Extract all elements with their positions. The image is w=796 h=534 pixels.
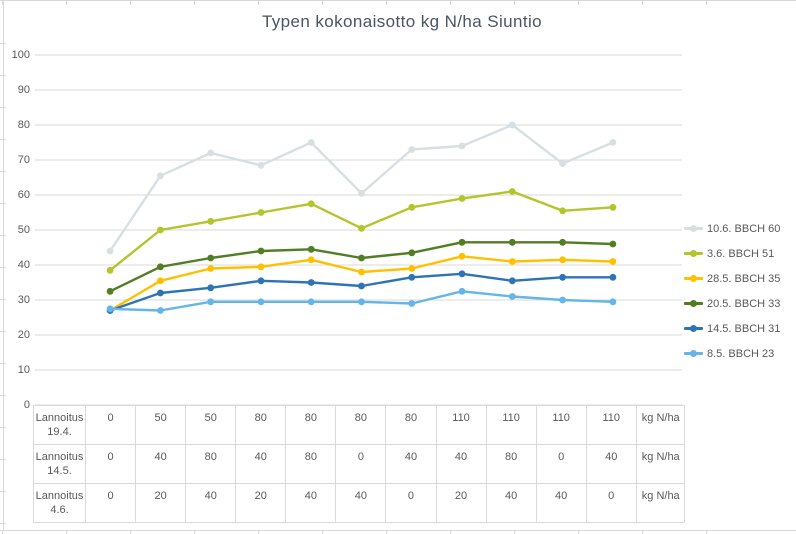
table-cell: 40: [435, 444, 487, 484]
table-cell: 0: [85, 444, 137, 484]
table-cell: 40: [135, 444, 187, 484]
y-tick-label: 70: [17, 154, 30, 166]
chart-title: Typen kokonaisotto kg N/ha Siuntio: [261, 12, 543, 31]
table-cell: 80: [385, 405, 437, 445]
y-tick-label: 10: [17, 364, 30, 376]
table-cell: 80: [235, 405, 287, 445]
unit-cell: kg N/ha: [635, 444, 686, 484]
legend-label: 14.5. BBCH 31: [707, 322, 781, 335]
table-cell: 0: [85, 405, 137, 445]
row-label: Lannoitus 19.4.: [32, 405, 87, 445]
legend-label: 10.6. BBCH 60: [707, 222, 781, 235]
unit-cell: kg N/ha: [635, 483, 686, 523]
table-cell: 50: [135, 405, 187, 445]
table-cell: 40: [485, 483, 537, 523]
y-axis-labels: 0 10 20 30 40 50 60 70 80 90 100: [0, 0, 30, 420]
y-tick-label: 50: [17, 224, 30, 236]
sheet-gridline-top: [0, 0, 796, 1]
legend-label: 20.5. BBCH 33: [707, 297, 781, 310]
table-cell: 40: [385, 444, 437, 484]
legend-marker-icon: [684, 325, 703, 332]
chart-legend: 10.6. BBCH 60 3.6. BBCH 51 28.5. BBCH 35 20…: [684, 216, 796, 366]
table-cell: 110: [535, 405, 587, 445]
table-cell: 40: [235, 444, 287, 484]
legend-label: 3.6. BBCH 51: [707, 247, 775, 260]
table-cell: 40: [285, 483, 337, 523]
y-tick-label: 0: [23, 399, 30, 411]
y-tick-label: 40: [17, 259, 30, 271]
y-tick-label: 100: [11, 49, 30, 61]
data-table: Lannoitus 19.4. 0 50 50 80 80 80 80 110 110 110 110 k…: [32, 405, 686, 523]
legend-entry[interactable]: 10.6. BBCH 60: [684, 216, 796, 241]
table-cell: 110: [485, 405, 537, 445]
legend-marker-icon: [684, 350, 703, 357]
table-cell: 80: [285, 405, 337, 445]
table-cell: 40: [585, 444, 637, 484]
table-cell: 110: [585, 405, 637, 445]
legend-entry[interactable]: 8.5. BBCH 23: [684, 341, 796, 366]
unit-cell: kg N/ha: [635, 405, 686, 445]
y-tick-label: 30: [17, 294, 30, 306]
table-cell: 20: [235, 483, 287, 523]
table-row: Lannoitus 19.4. 0 50 50 80 80 80 80 110 110 110 110 k…: [32, 405, 686, 445]
legend-marker-icon: [684, 275, 703, 282]
table-cell: 80: [485, 444, 537, 484]
table-cell: 0: [385, 483, 437, 523]
legend-marker-icon: [684, 250, 703, 257]
table-cell: 80: [185, 444, 237, 484]
table-cell: 110: [435, 405, 487, 445]
table-row: Lannoitus 4.6. 0 20 40 20 40 40 0 20 40 40 0 kg N/ha: [32, 483, 686, 523]
legend-marker-icon: [684, 300, 703, 307]
table-cell: 20: [135, 483, 187, 523]
sheet-gridline-top-stubs: [0, 0, 796, 5]
row-label: Lannoitus 4.6.: [32, 483, 87, 523]
y-tick-label: 60: [17, 189, 30, 201]
legend-entry[interactable]: 14.5. BBCH 31: [684, 316, 796, 341]
sheet-gridline-bottom: [0, 530, 796, 531]
y-tick-label: 80: [17, 119, 30, 131]
legend-entry[interactable]: 28.5. BBCH 35: [684, 266, 796, 291]
row-label: Lannoitus 14.5.: [32, 444, 87, 484]
y-tick-label: 90: [17, 84, 30, 96]
legend-label: 8.5. BBCH 23: [707, 347, 775, 360]
table-cell: 20: [435, 483, 487, 523]
data-table-body: Lannoitus 19.4. 0 50 50 80 80 80 80 110 110 110 110 k…: [32, 405, 686, 523]
table-cell: 0: [335, 444, 387, 484]
legend-label: 28.5. BBCH 35: [707, 272, 781, 285]
sheet-gridline-left: [3, 0, 4, 530]
sheet-gridline-bottom-stubs: [0, 530, 796, 534]
table-cell: 50: [185, 405, 237, 445]
table-row: Lannoitus 14.5. 0 40 80 40 80 0 40 40 80 0 40 kg N/ha: [32, 444, 686, 484]
table-cell: 80: [285, 444, 337, 484]
table-cell: 0: [85, 483, 137, 523]
y-tick-label: 20: [17, 329, 30, 341]
legend-entry[interactable]: 20.5. BBCH 33: [684, 291, 796, 316]
legend-entry[interactable]: 3.6. BBCH 51: [684, 241, 796, 266]
table-cell: 0: [585, 483, 637, 523]
table-cell: 40: [335, 483, 387, 523]
table-cell: 0: [535, 444, 587, 484]
legend-marker-icon: [684, 225, 703, 232]
table-cell: 80: [335, 405, 387, 445]
table-cell: 40: [535, 483, 587, 523]
table-cell: 40: [185, 483, 237, 523]
